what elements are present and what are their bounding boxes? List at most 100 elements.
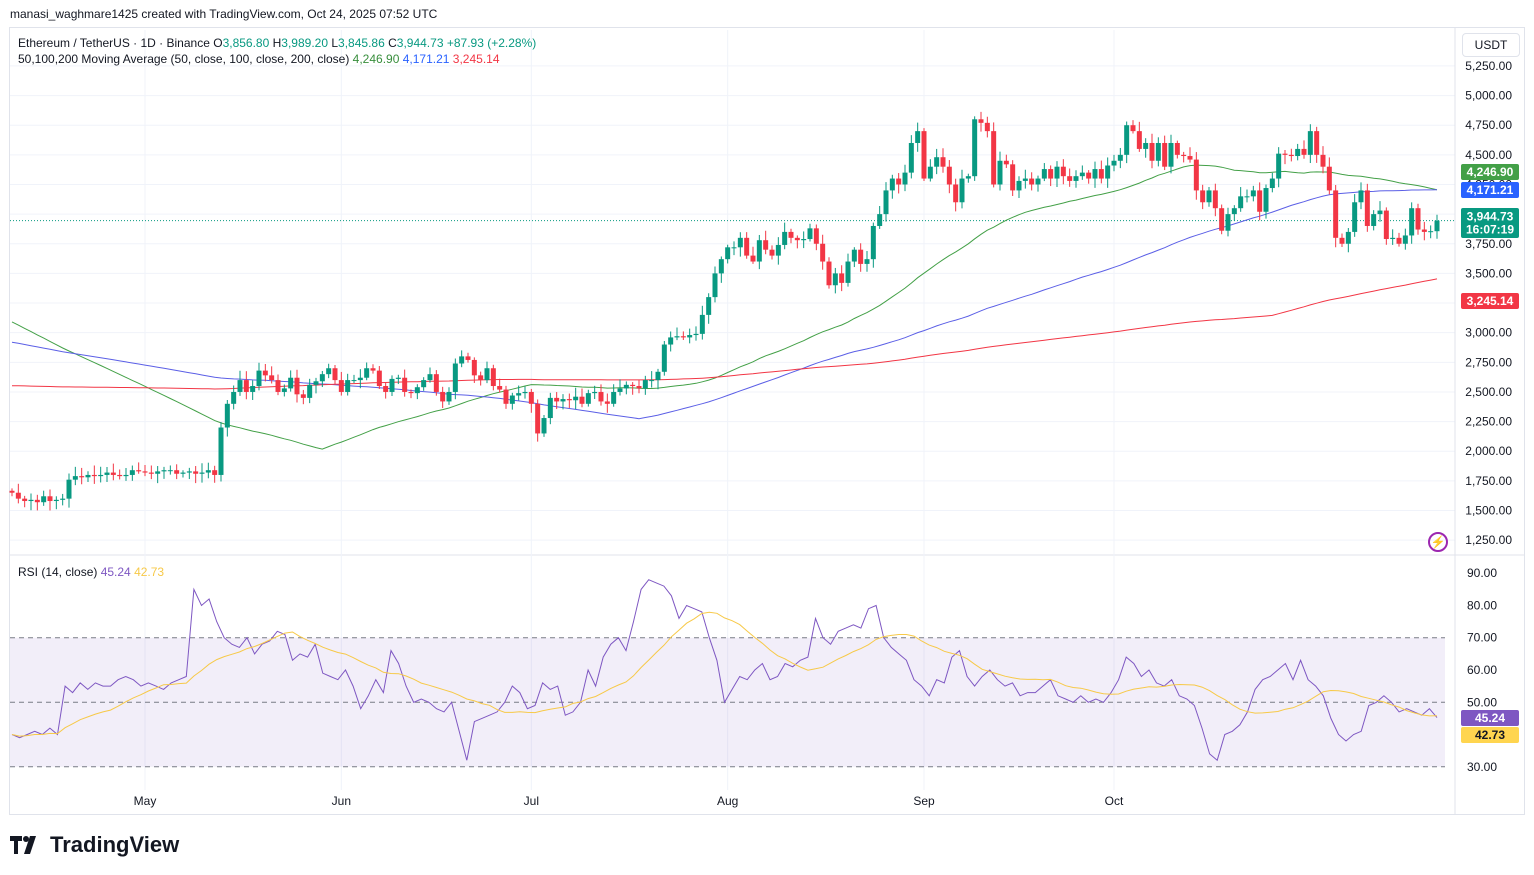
candle-body	[1143, 142, 1149, 149]
candle-body	[908, 142, 914, 173]
candle-body	[205, 470, 211, 473]
candle-body	[1105, 165, 1111, 179]
candle-body	[1098, 169, 1104, 179]
candle-body	[953, 184, 959, 203]
candle-body	[307, 384, 313, 398]
candle-body	[1257, 190, 1263, 212]
candle-body	[237, 380, 243, 392]
candle-body	[338, 380, 344, 392]
candle-body	[1079, 172, 1085, 177]
price-tick-label: 4,500.00	[1465, 148, 1512, 162]
price-tick-label: 3,000.00	[1465, 326, 1512, 340]
candle-body	[1307, 131, 1313, 155]
candle-body	[1276, 153, 1282, 179]
candle-body	[1067, 176, 1073, 181]
candle-body	[364, 368, 370, 378]
candle-body	[1314, 131, 1320, 155]
chart-caption: manasi_waghmare1425 created with Trading…	[10, 7, 438, 21]
candle-body	[414, 387, 420, 394]
price-tick-label: 4,750.00	[1465, 118, 1512, 132]
candle-body	[28, 499, 34, 502]
candle-body	[1402, 235, 1408, 244]
price-tick-label: 2,500.00	[1465, 385, 1512, 399]
candle-body	[604, 401, 610, 404]
candle-body	[813, 228, 819, 244]
rsi-band-fill	[10, 637, 1445, 767]
price-tick-label: 5,250.00	[1465, 59, 1512, 73]
candle-body	[1415, 208, 1421, 230]
currency-button[interactable]: USDT	[1462, 33, 1520, 57]
candle-body	[655, 371, 661, 381]
candle-body	[402, 377, 408, 392]
candle-body	[79, 476, 85, 478]
candle-body	[1282, 153, 1288, 155]
candle-body	[1149, 142, 1155, 161]
candle-body	[573, 396, 579, 401]
candle-body	[1035, 178, 1041, 185]
high-value: 3,989.20	[281, 36, 329, 50]
candle-body	[1200, 190, 1206, 203]
candle-body	[370, 368, 376, 371]
candle-body	[1352, 202, 1358, 232]
candle-body	[218, 427, 224, 475]
candle-body	[1421, 229, 1427, 232]
ma200-line	[11, 278, 1438, 390]
price-tick-label: 3,500.00	[1465, 266, 1512, 280]
current-price-tag-text: 16:07:19	[1466, 223, 1514, 237]
price-tick-label: 3,750.00	[1465, 237, 1512, 251]
candle-body	[1029, 178, 1035, 185]
candle-body	[756, 240, 762, 262]
candle-body	[389, 378, 395, 392]
tradingview-logo: TradingView	[10, 832, 179, 858]
candle-body	[775, 244, 781, 256]
month-tick-label: May	[134, 794, 157, 808]
price-tick-label: 2,750.00	[1465, 355, 1512, 369]
candle-body	[294, 377, 300, 395]
ma100-line	[11, 189, 1438, 420]
candle-body	[541, 418, 547, 434]
ma100-tag: 4,171.21	[1461, 182, 1519, 198]
candle-body	[376, 370, 382, 387]
candle-body	[433, 374, 439, 392]
candle-body	[193, 471, 199, 474]
brand-name: TradingView	[50, 832, 180, 857]
candle-body	[1174, 142, 1180, 155]
candle-body	[110, 472, 116, 475]
rsi-title[interactable]: RSI (14, close)	[18, 565, 98, 579]
candle-body	[484, 368, 490, 381]
candle-body	[547, 397, 553, 419]
price-tick-label: 1,250.00	[1465, 533, 1512, 547]
ma-title[interactable]: 50,100,200 Moving Average (50, close, 10…	[18, 52, 350, 66]
rsi-tick-label: 30.00	[1467, 760, 1497, 774]
candle-body	[528, 391, 534, 404]
month-tick-label: Sep	[913, 794, 935, 808]
ma200-tag-text: 3,245.14	[1467, 294, 1514, 308]
ma100-tag-text: 4,171.21	[1467, 183, 1514, 197]
candle-body	[117, 474, 123, 477]
candle-body	[250, 386, 256, 392]
candle-body	[1124, 125, 1130, 155]
candle-body	[395, 377, 401, 379]
candle-body	[231, 391, 237, 404]
rsi-tick-label: 90.00	[1467, 566, 1497, 580]
candle-body	[155, 471, 161, 474]
candle-body	[1295, 148, 1301, 157]
candle-body	[649, 380, 655, 382]
candle-body	[174, 470, 180, 474]
candle-body	[34, 499, 40, 503]
candle-body	[896, 178, 902, 185]
ma100-tag-bg	[1461, 182, 1519, 198]
candle-body	[1010, 164, 1016, 191]
symbol-legend: Ethereum / TetherUS · 1D · Binance O3,85…	[18, 35, 536, 51]
candle-body	[123, 474, 129, 477]
lightning-icon[interactable]: ⚡	[1428, 532, 1448, 552]
price-tick-label: 2,250.00	[1465, 415, 1512, 429]
candle-body	[1263, 188, 1269, 212]
candle-body	[269, 375, 275, 381]
current-price-tag-text: 3,944.73	[1467, 210, 1514, 224]
month-tick-label: Jul	[524, 794, 539, 808]
ma50-tag: 4,246.90	[1461, 164, 1519, 180]
candle-body	[180, 472, 186, 474]
symbol-title[interactable]: Ethereum / TetherUS · 1D · Binance	[18, 36, 210, 50]
